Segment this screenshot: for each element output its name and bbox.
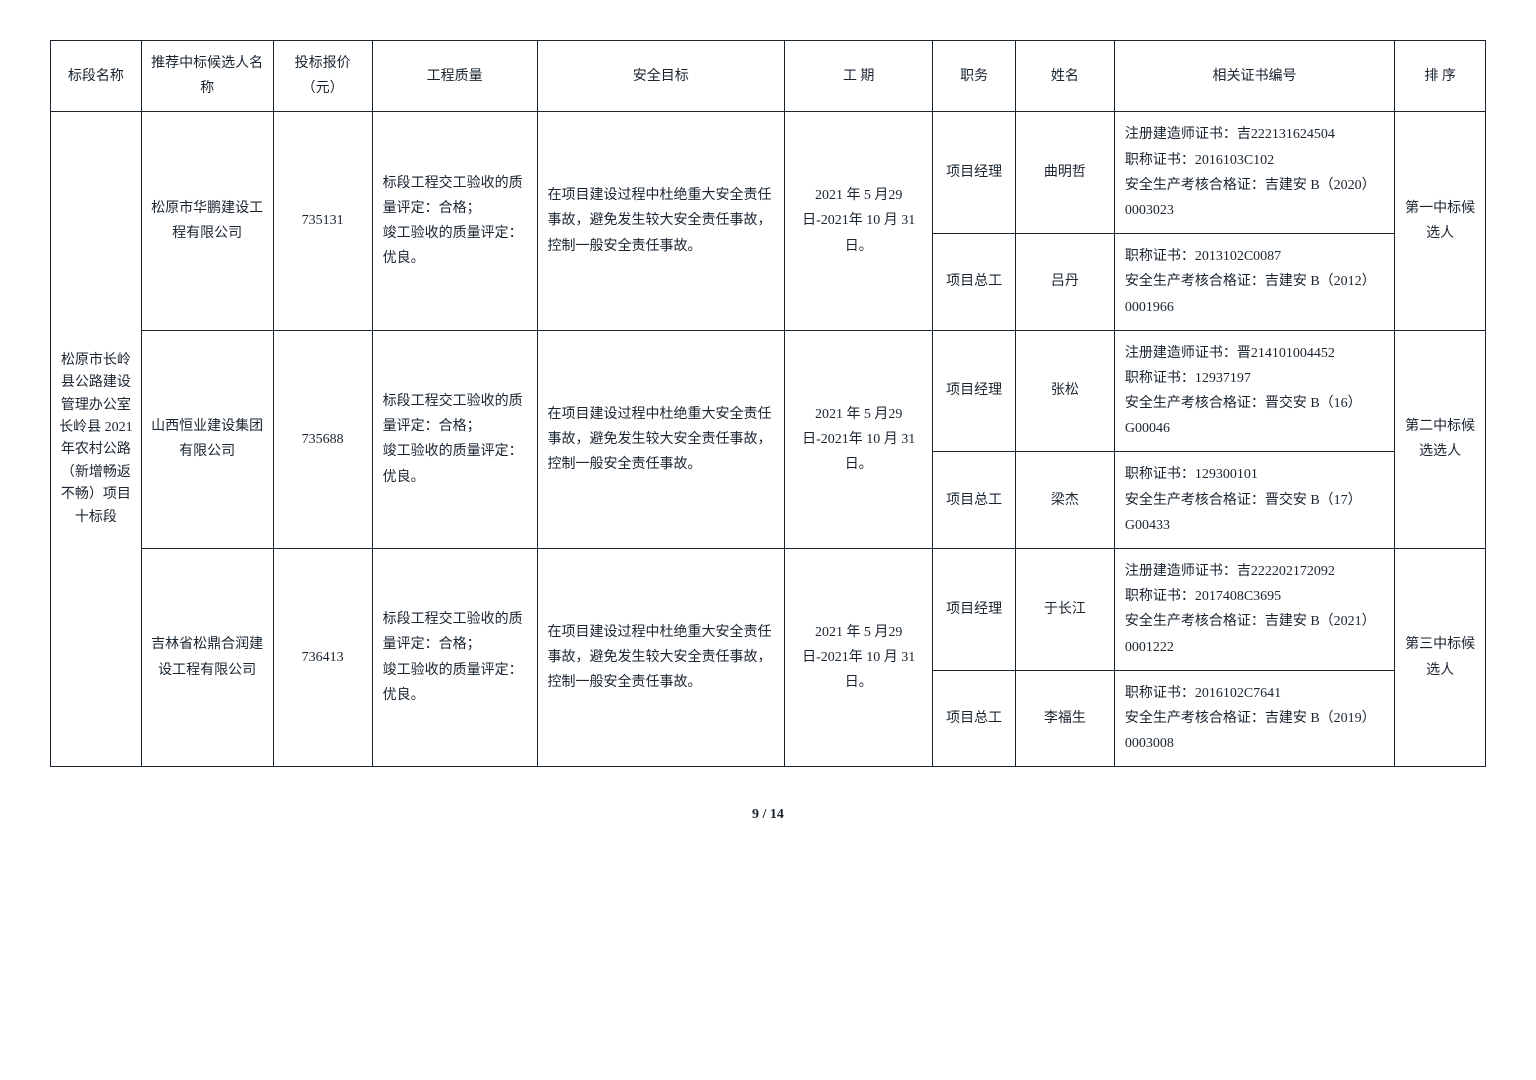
role-cell: 项目总工 — [933, 452, 1015, 549]
cert-cell: 职称证书：129300101安全生产考核合格证：晋交安 B（17）G00433 — [1114, 452, 1394, 549]
period-cell: 2021 年 5 月29 日-2021年 10 月 31日。 — [784, 112, 932, 330]
header-cert: 相关证书编号 — [1114, 41, 1394, 112]
name-cell: 曲明哲 — [1015, 112, 1114, 234]
bid-price: 736413 — [273, 549, 372, 767]
table-row: 吉林省松鼎合润建设工程有限公司736413标段工程交工验收的质量评定：合格；竣工… — [51, 549, 1486, 671]
section-name-cell: 松原市长岭县公路建设管理办公室长岭县 2021 年农村公路（新增畅返不畅）项目十… — [51, 112, 142, 767]
cert-cell: 职称证书：2016102C7641安全生产考核合格证：吉建安 B（2019）00… — [1114, 670, 1394, 767]
period-cell: 2021 年 5 月29 日-2021年 10 月 31日。 — [784, 549, 932, 767]
header-bidder: 推荐中标候选人名称 — [141, 41, 273, 112]
period-cell: 2021 年 5 月29 日-2021年 10 月 31日。 — [784, 330, 932, 548]
safety-cell: 在项目建设过程中杜绝重大安全责任事故，避免发生较大安全责任事故，控制一般安全责任… — [537, 112, 784, 330]
bid-price: 735688 — [273, 330, 372, 548]
rank-cell: 第三中标候选人 — [1395, 549, 1486, 767]
header-section: 标段名称 — [51, 41, 142, 112]
name-cell: 于长江 — [1015, 549, 1114, 671]
table-header-row: 标段名称 推荐中标候选人名称 投标报价（元） 工程质量 安全目标 工 期 职务 … — [51, 41, 1486, 112]
cert-cell: 注册建造师证书：吉222131624504职称证书：2016103C102安全生… — [1114, 112, 1394, 234]
role-cell: 项目经理 — [933, 112, 1015, 234]
role-cell: 项目总工 — [933, 670, 1015, 767]
header-rank: 排 序 — [1395, 41, 1486, 112]
rank-cell: 第一中标候选人 — [1395, 112, 1486, 330]
quality-cell: 标段工程交工验收的质量评定：合格；竣工验收的质量评定：优良。 — [372, 549, 537, 767]
quality-cell: 标段工程交工验收的质量评定：合格；竣工验收的质量评定：优良。 — [372, 330, 537, 548]
bidder-company: 山西恒业建设集团有限公司 — [141, 330, 273, 548]
bid-candidate-table: 标段名称 推荐中标候选人名称 投标报价（元） 工程质量 安全目标 工 期 职务 … — [50, 40, 1486, 767]
safety-cell: 在项目建设过程中杜绝重大安全责任事故，避免发生较大安全责任事故，控制一般安全责任… — [537, 330, 784, 548]
header-safety: 安全目标 — [537, 41, 784, 112]
name-cell: 吕丹 — [1015, 234, 1114, 331]
bidder-company: 松原市华鹏建设工程有限公司 — [141, 112, 273, 330]
role-cell: 项目总工 — [933, 234, 1015, 331]
cert-cell: 职称证书：2013102C0087安全生产考核合格证：吉建安 B（2012）00… — [1114, 234, 1394, 331]
name-cell: 李福生 — [1015, 670, 1114, 767]
cert-cell: 注册建造师证书：晋214101004452职称证书：12937197安全生产考核… — [1114, 330, 1394, 452]
bid-price: 735131 — [273, 112, 372, 330]
role-cell: 项目经理 — [933, 330, 1015, 452]
safety-cell: 在项目建设过程中杜绝重大安全责任事故，避免发生较大安全责任事故，控制一般安全责任… — [537, 549, 784, 767]
name-cell: 梁杰 — [1015, 452, 1114, 549]
quality-cell: 标段工程交工验收的质量评定：合格；竣工验收的质量评定：优良。 — [372, 112, 537, 330]
bidder-company: 吉林省松鼎合润建设工程有限公司 — [141, 549, 273, 767]
table-row: 山西恒业建设集团有限公司735688标段工程交工验收的质量评定：合格；竣工验收的… — [51, 330, 1486, 452]
cert-cell: 注册建造师证书：吉222202172092职称证书：2017408C3695安全… — [1114, 549, 1394, 671]
header-role: 职务 — [933, 41, 1015, 112]
rank-cell: 第二中标候选选人 — [1395, 330, 1486, 548]
role-cell: 项目经理 — [933, 549, 1015, 671]
name-cell: 张松 — [1015, 330, 1114, 452]
header-price: 投标报价（元） — [273, 41, 372, 112]
table-row: 松原市长岭县公路建设管理办公室长岭县 2021 年农村公路（新增畅返不畅）项目十… — [51, 112, 1486, 234]
header-name: 姓名 — [1015, 41, 1114, 112]
header-period: 工 期 — [784, 41, 932, 112]
page-number: 9 / 14 — [50, 807, 1486, 823]
header-quality: 工程质量 — [372, 41, 537, 112]
